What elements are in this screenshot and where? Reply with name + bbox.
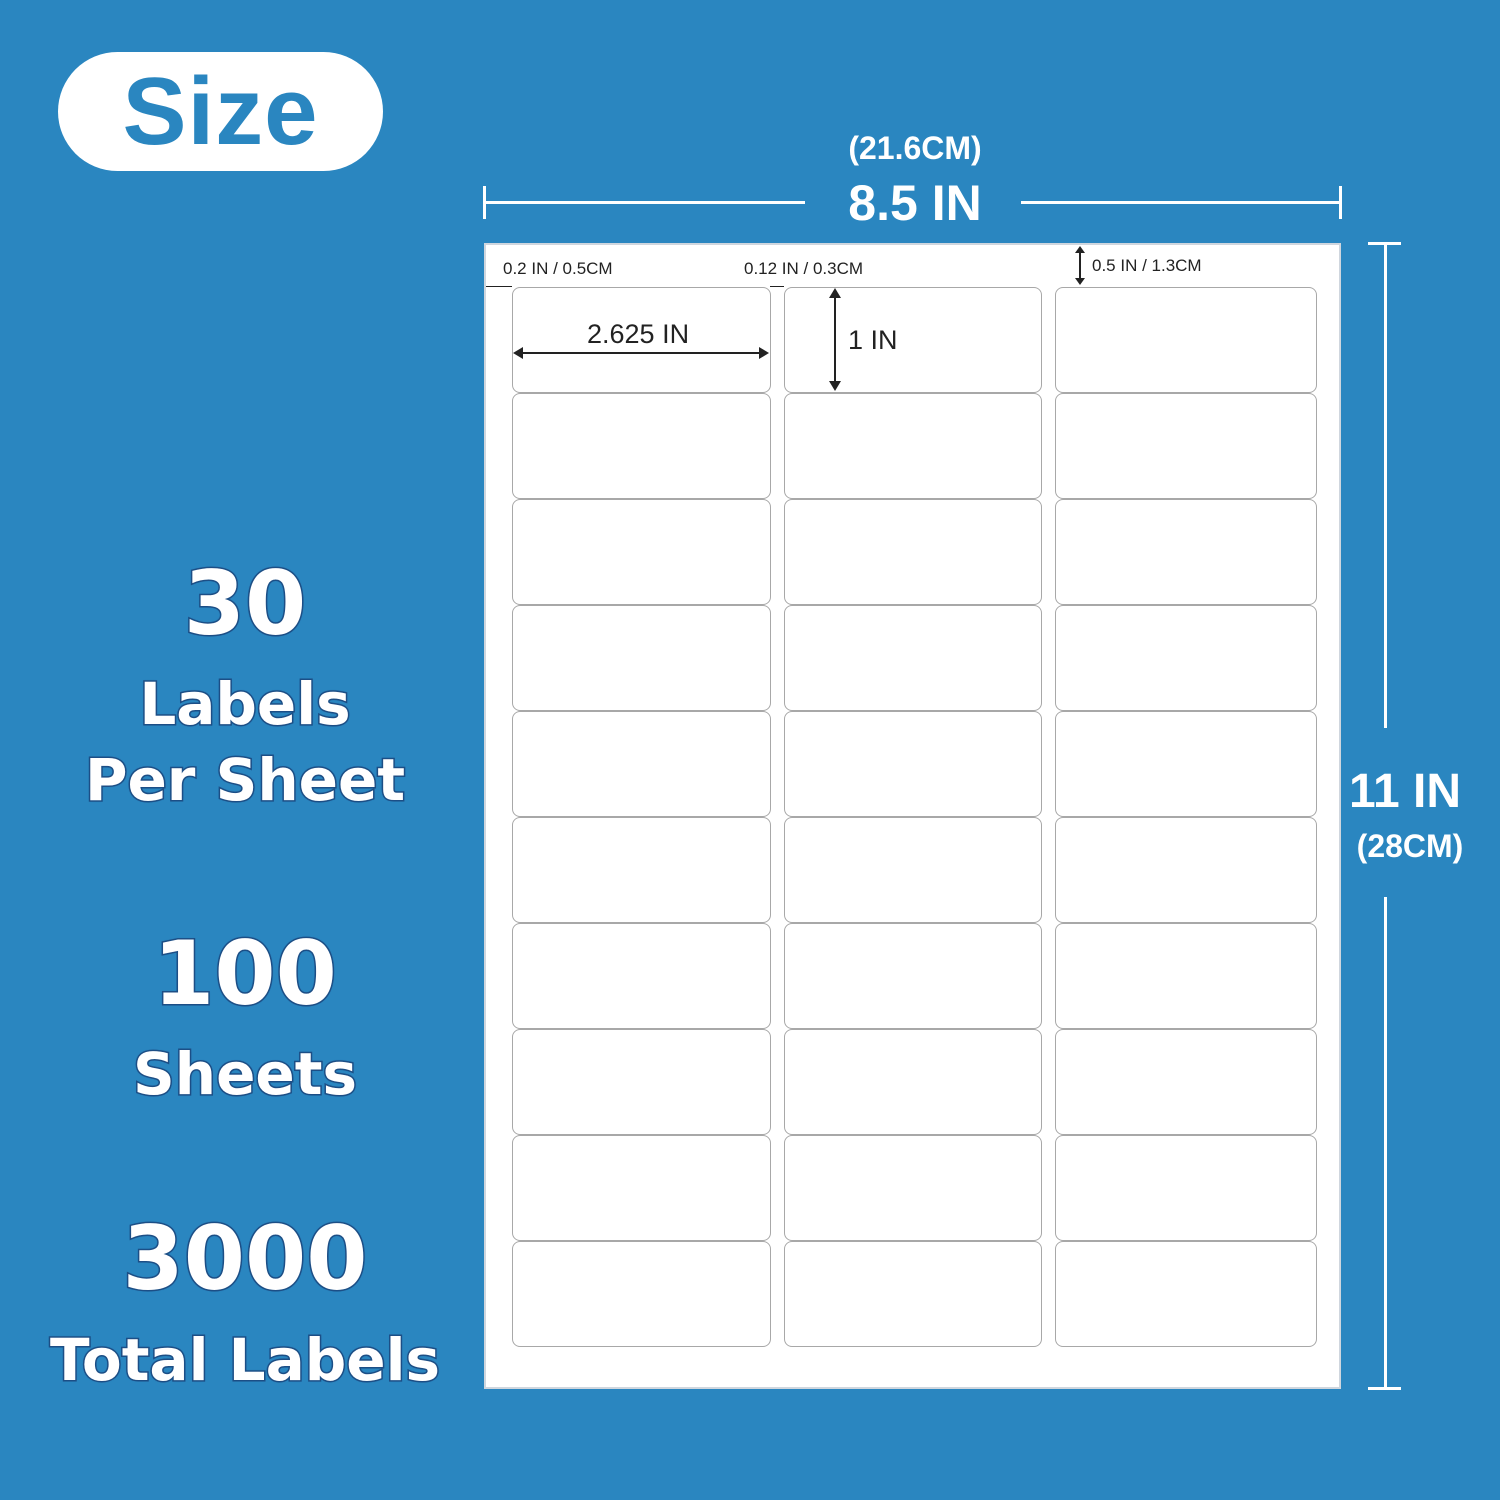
column-gap-text: 0.12 IN / 0.3CM [744,259,864,278]
height-line-top [1384,243,1387,728]
width-line-right [1021,201,1341,204]
label-cell [1055,605,1317,711]
label-cell [784,393,1042,499]
top-margin-text: 0.5 IN / 1.3CM [1092,256,1202,275]
label-cell [1055,1135,1317,1241]
label-cell [784,1029,1042,1135]
width-cap-left [483,186,486,219]
label-cell [512,1135,771,1241]
arrow-up-small-icon [1075,246,1085,253]
label-cell [512,1029,771,1135]
width-cap-right [1339,186,1342,219]
label-cell [512,393,771,499]
label-cell [784,605,1042,711]
height-line-bottom [1384,897,1387,1389]
label-cell [1055,1029,1317,1135]
side-margin-mark [486,286,512,287]
height-cap-top [1368,242,1401,245]
sheets-number: 100 [152,921,339,1027]
label-cell [512,605,771,711]
label-cell [784,1135,1042,1241]
size-badge: Size [58,52,383,171]
label-cell [784,1241,1042,1347]
label-cell [784,499,1042,605]
label-cell [1055,287,1317,393]
column-gap-mark [770,286,784,287]
label-cell [1055,923,1317,1029]
total-labels-number: 3000 [121,1206,369,1312]
label-cell [784,711,1042,817]
height-cap-bottom [1368,1387,1401,1390]
sheet-height-cm: (28CM) [1356,828,1464,864]
arrow-down-icon [829,381,841,391]
side-margin-text: 0.2 IN / 0.5CM [503,259,613,278]
arrow-right-icon [759,347,769,359]
label-cell [512,287,771,393]
label-height-arrow [834,292,836,386]
label-cell [784,287,1042,393]
top-margin-arrow [1079,249,1081,283]
label-cell [512,817,771,923]
sheets-caption: Sheets [132,1039,359,1110]
labels-per-sheet-caption-2: Per Sheet [83,745,406,816]
arrow-up-icon [829,288,841,298]
label-sheet [484,243,1341,1389]
label-cell [1055,499,1317,605]
label-cell [784,817,1042,923]
size-title: Size [122,57,319,165]
label-cell [1055,393,1317,499]
label-cell [784,923,1042,1029]
sheet-height-in: 11 IN [1348,765,1462,818]
label-cell [512,1241,771,1347]
arrow-down-small-icon [1075,278,1085,285]
label-cell [1055,1241,1317,1347]
label-width-arrow [516,352,766,354]
label-height-text: 1 IN [848,325,898,355]
arrow-left-icon [513,347,523,359]
label-cell [512,499,771,605]
labels-per-sheet-caption-1: Labels [138,669,352,740]
label-cell [1055,817,1317,923]
width-line-left [484,201,805,204]
sheet-width-in: 8.5 IN [848,175,982,231]
labels-per-sheet-number: 30 [182,551,307,657]
label-cell [512,711,771,817]
label-width-text: 2.625 IN [587,319,690,349]
label-cell [512,923,771,1029]
total-labels-caption: Total Labels [49,1325,442,1396]
sheet-width-cm: (21.6CM) [848,130,982,166]
label-cell [1055,711,1317,817]
